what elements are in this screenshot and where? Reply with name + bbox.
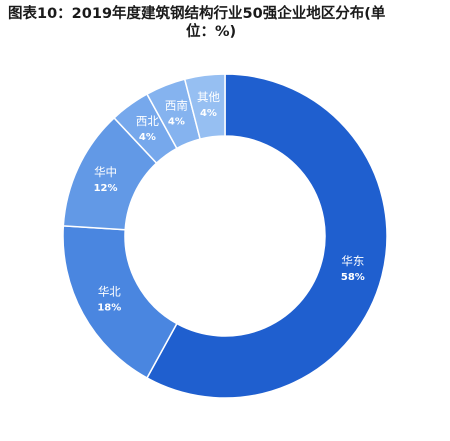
slice-label-4: 西南 xyxy=(165,98,188,112)
chart-title: 图表10：2019年度建筑钢结构行业50强企业地区分布(单位：%) xyxy=(8,5,438,41)
slice-value-0: 58% xyxy=(341,272,365,283)
chart-title-line2: 位：%) xyxy=(186,24,237,40)
slice-value-3: 4% xyxy=(139,132,156,143)
donut-slice-0 xyxy=(145,73,388,399)
slice-label-1: 华北 xyxy=(98,285,121,299)
slice-label-5: 其他 xyxy=(197,90,220,104)
slice-value-4: 4% xyxy=(168,116,185,127)
donut-slice-5 xyxy=(183,73,226,141)
slice-value-1: 18% xyxy=(97,303,121,314)
slice-labels: 华东 58% 华北 18% 华中 12% 西北 4% 西南 4% 其他 4% xyxy=(94,90,365,314)
slice-value-5: 4% xyxy=(200,108,217,119)
slice-label-3: 西北 xyxy=(136,114,159,128)
donut-slices xyxy=(62,73,388,399)
slice-label-0: 华东 xyxy=(341,254,364,268)
slice-value-2: 12% xyxy=(94,183,118,194)
slice-label-2: 华中 xyxy=(94,165,117,179)
chart-title-line1: 图表10：2019年度建筑钢结构行业50强企业地区分布(单 xyxy=(8,6,386,22)
